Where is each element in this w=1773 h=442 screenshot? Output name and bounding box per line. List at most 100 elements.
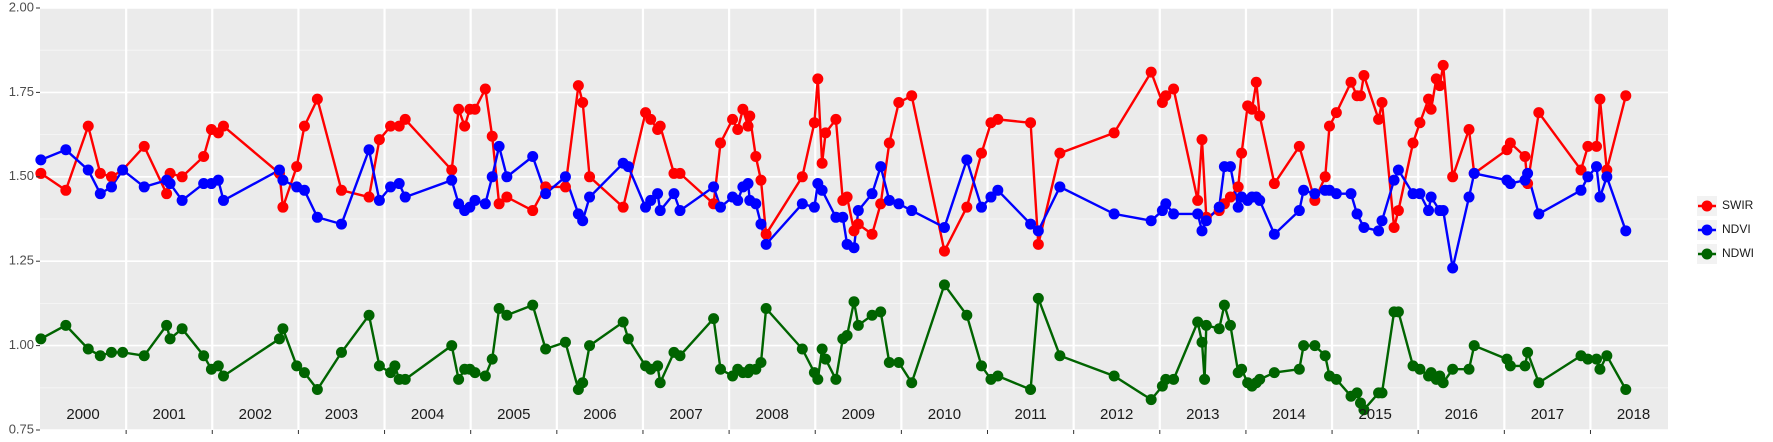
legend-label: NDVI — [1722, 222, 1751, 236]
data-point — [1224, 319, 1236, 331]
data-point — [1268, 178, 1280, 190]
data-point — [1345, 188, 1357, 200]
data-point — [992, 113, 1004, 125]
data-point — [1463, 124, 1475, 136]
data-point — [1533, 208, 1545, 220]
year-label: 2005 — [497, 406, 530, 423]
data-point — [975, 201, 987, 213]
data-point — [830, 373, 842, 385]
data-point — [812, 373, 824, 385]
data-point — [35, 154, 47, 166]
data-point — [1224, 161, 1236, 173]
data-point — [493, 198, 505, 210]
data-point — [486, 130, 498, 142]
y-tick-label: 1.75 — [9, 84, 34, 99]
data-point — [363, 309, 375, 321]
data-point — [1192, 208, 1204, 220]
data-point — [1354, 90, 1366, 102]
data-point — [796, 343, 808, 355]
data-point — [291, 161, 303, 173]
data-point — [714, 201, 726, 213]
data-point — [1504, 137, 1516, 149]
data-point — [540, 188, 552, 200]
data-point — [1232, 201, 1244, 213]
data-point — [1224, 191, 1236, 203]
y-tick-label: 2.00 — [9, 0, 34, 14]
data-point — [645, 113, 657, 125]
data-point — [176, 323, 188, 335]
data-point — [1200, 319, 1212, 331]
data-point — [1330, 373, 1342, 385]
data-point — [1351, 387, 1363, 399]
data-point — [1601, 171, 1613, 183]
data-point — [1192, 316, 1204, 328]
data-point — [1437, 205, 1449, 217]
data-point — [1196, 336, 1208, 348]
year-label: 2000 — [66, 406, 99, 423]
data-point — [841, 329, 853, 341]
data-point — [1463, 191, 1475, 203]
data-point — [399, 373, 411, 385]
data-point — [938, 245, 950, 257]
data-point — [668, 188, 680, 200]
data-point — [1519, 360, 1531, 372]
data-point — [198, 178, 210, 190]
data-point — [453, 373, 465, 385]
data-point — [1522, 167, 1534, 179]
data-point — [727, 113, 739, 125]
data-point — [750, 198, 762, 210]
legend-dot — [1701, 200, 1713, 212]
data-point — [1236, 147, 1248, 159]
data-point — [212, 360, 224, 372]
data-point — [674, 167, 686, 179]
data-point — [1268, 367, 1280, 379]
year-label: 2002 — [239, 406, 272, 423]
data-point — [906, 205, 918, 217]
data-point — [217, 370, 229, 382]
year-label: 2018 — [1617, 406, 1650, 423]
data-point — [393, 178, 405, 190]
data-point — [732, 124, 744, 136]
data-point — [816, 184, 828, 196]
data-point — [1293, 363, 1305, 375]
data-point — [975, 360, 987, 372]
data-point — [373, 360, 385, 372]
data-point — [893, 97, 905, 109]
data-point — [1468, 340, 1480, 352]
data-point — [198, 151, 210, 163]
data-point — [875, 161, 887, 173]
data-point — [1196, 225, 1208, 237]
data-point — [938, 279, 950, 291]
year-label: 2010 — [928, 406, 961, 423]
data-point — [1319, 350, 1331, 362]
data-point — [1575, 184, 1587, 196]
data-point — [1108, 370, 1120, 382]
data-point — [708, 313, 720, 325]
data-point — [94, 188, 106, 200]
data-point — [446, 164, 458, 176]
data-point — [1414, 188, 1426, 200]
data-point — [837, 211, 849, 223]
data-point — [584, 171, 596, 183]
data-point — [1392, 306, 1404, 318]
data-point — [1601, 350, 1613, 362]
year-label: 2009 — [842, 406, 875, 423]
data-point — [1232, 181, 1244, 193]
data-point — [584, 340, 596, 352]
data-point — [469, 367, 481, 379]
data-point — [866, 228, 878, 240]
data-point — [164, 333, 176, 345]
data-point — [893, 356, 905, 368]
data-point — [1054, 181, 1066, 193]
data-point — [1250, 76, 1262, 88]
data-point — [479, 83, 491, 95]
data-point — [1425, 191, 1437, 203]
data-point — [277, 323, 289, 335]
data-point — [1423, 93, 1435, 105]
data-point — [117, 346, 129, 358]
data-point — [469, 194, 481, 206]
data-point — [161, 188, 173, 200]
data-point — [852, 218, 864, 230]
data-point — [1254, 194, 1266, 206]
data-point — [1254, 373, 1266, 385]
